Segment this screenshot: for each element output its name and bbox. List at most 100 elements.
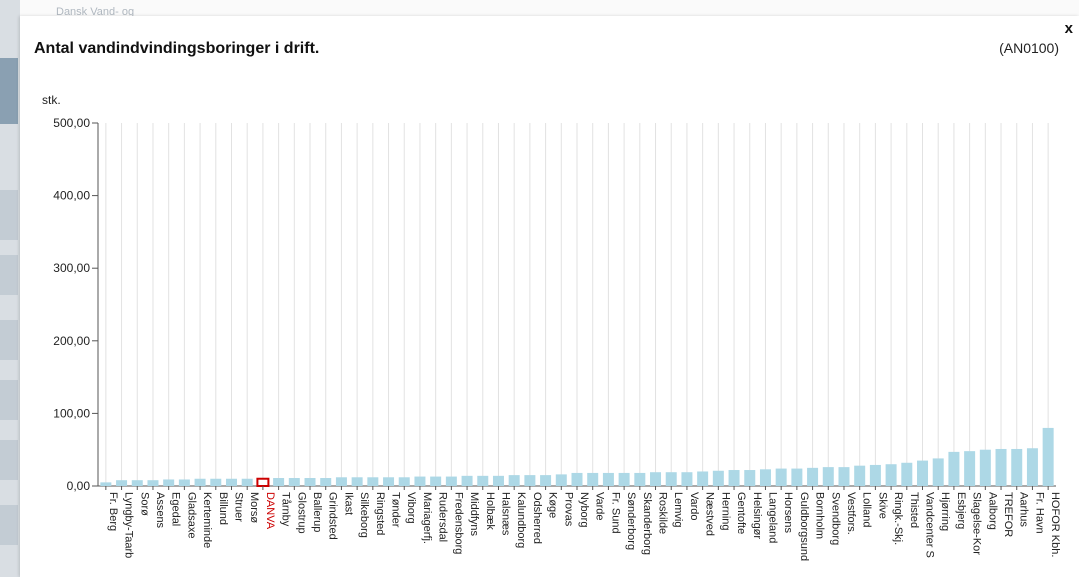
background-sidebar-tab (0, 505, 18, 545)
x-tick-label: Aarhus (1018, 492, 1030, 527)
x-tick-label: Nyborg (578, 492, 590, 527)
bar (775, 468, 787, 486)
bar (367, 477, 379, 486)
bar (225, 478, 237, 486)
bar (885, 464, 897, 486)
x-tick-label: Gladsaxe (185, 492, 197, 538)
x-tick-label: Hjørring (939, 492, 951, 531)
background-sidebar-tab (0, 58, 18, 124)
bar-chart: 0,00 100,00 200,00 300,00 400,00 500,00 stk. Fr… (42, 93, 1061, 561)
x-tick-label: Billund (217, 492, 229, 525)
x-tick-label: Middfyns (468, 492, 480, 537)
bar (854, 465, 866, 486)
x-tick-label: Vandcenter S (924, 492, 936, 558)
background-app-title: Dansk Vand- og (56, 6, 135, 18)
bar (979, 449, 991, 486)
bar (555, 474, 567, 486)
bar (602, 472, 614, 486)
x-tick-label: Kalundborg (515, 492, 527, 548)
y-tick-label: 200,00 (53, 334, 90, 348)
bar (712, 470, 724, 486)
x-tick-label: Fr. Berg (107, 492, 119, 531)
bar (414, 476, 426, 486)
bar (948, 451, 960, 486)
bar (492, 475, 504, 486)
bar (335, 477, 347, 486)
background-sidebar-tab (0, 190, 18, 240)
x-tick-label: Rudersdal (437, 492, 449, 542)
x-tick-label: Provas (562, 492, 574, 527)
bar (304, 478, 316, 486)
close-button[interactable]: x (1064, 20, 1073, 37)
x-tick-label: Vardo (688, 492, 700, 521)
bar (634, 472, 646, 486)
bar (744, 470, 756, 486)
x-tick-label: Mariagerfj. (421, 492, 433, 544)
x-tick-label: TREFOR (1002, 492, 1014, 537)
bar (791, 468, 803, 486)
x-tick-label: Skanderborg (641, 492, 653, 555)
bar (210, 478, 222, 486)
x-tick-label: Helsingør (751, 492, 763, 539)
x-tick-label: Lyngby-Taarb (123, 492, 135, 558)
x-tick-label: Varde (594, 492, 606, 521)
background-header (0, 0, 1079, 20)
x-tick-label: Køge (547, 492, 559, 518)
x-tick-label: Tårnby (280, 492, 292, 527)
bar-highlight (256, 477, 270, 487)
bar (351, 477, 363, 486)
bar (869, 464, 881, 486)
x-tick-label: Fr. Havn (1033, 492, 1045, 534)
x-tick-label: Ringsted (374, 492, 386, 535)
bar (131, 480, 143, 486)
background-sidebar (0, 0, 20, 577)
bar (147, 480, 159, 486)
background-sidebar-tab (0, 380, 18, 420)
x-tick-label: Sønderborg (625, 492, 637, 550)
y-axis-label: stk. (42, 93, 61, 107)
bar (964, 451, 976, 486)
bar (524, 475, 536, 486)
bar (728, 470, 740, 486)
x-tick-label: Aalborg (986, 492, 998, 530)
x-tick-label: Halsnæs (499, 492, 511, 536)
y-tick-label: 0,00 (67, 479, 91, 493)
bar (163, 479, 175, 486)
x-tick-label: Kerteminde (201, 492, 213, 548)
bar (194, 478, 206, 486)
x-tick-label: Bornholm (814, 492, 826, 539)
x-tick-label: Roskilde (657, 492, 669, 534)
x-tick-label: Assens (154, 492, 166, 529)
x-tick-label: Thisted (908, 492, 920, 528)
chart-dialog: Antal vandindvindingsboringer i drift. (… (20, 16, 1079, 577)
x-tick-label: Fredensborg (452, 492, 464, 554)
background-sidebar-tab (0, 320, 18, 360)
x-tick-label: Lemvig (672, 492, 684, 527)
x-tick-label: HOFOR Kbh. (1049, 492, 1061, 557)
bar (461, 475, 473, 486)
background-sidebar-tab (0, 440, 18, 480)
bar (116, 480, 128, 486)
bar (445, 476, 457, 486)
bar (320, 478, 332, 486)
bar (917, 460, 929, 486)
bar (241, 478, 253, 486)
bar (1011, 448, 1023, 486)
x-tick-label: Guldborgsund (798, 492, 810, 561)
bar (288, 478, 300, 486)
background-sidebar-tab (0, 255, 18, 295)
bar (587, 472, 599, 486)
bar (398, 477, 410, 486)
x-tick-label: Skive (876, 492, 888, 519)
indicator-code: (AN0100) (999, 40, 1059, 56)
x-tick-label: Tønder (390, 492, 402, 528)
bar (932, 458, 944, 486)
bar (540, 475, 552, 486)
x-tick-label: Silkeborg (358, 492, 370, 538)
bar (1026, 448, 1038, 486)
x-tick-label: Fr. Sund (609, 492, 621, 534)
x-tick-label: Esbjerg (955, 492, 967, 529)
bar (618, 472, 630, 486)
x-tick-label: Holbæk (484, 492, 496, 530)
bar (822, 467, 834, 486)
